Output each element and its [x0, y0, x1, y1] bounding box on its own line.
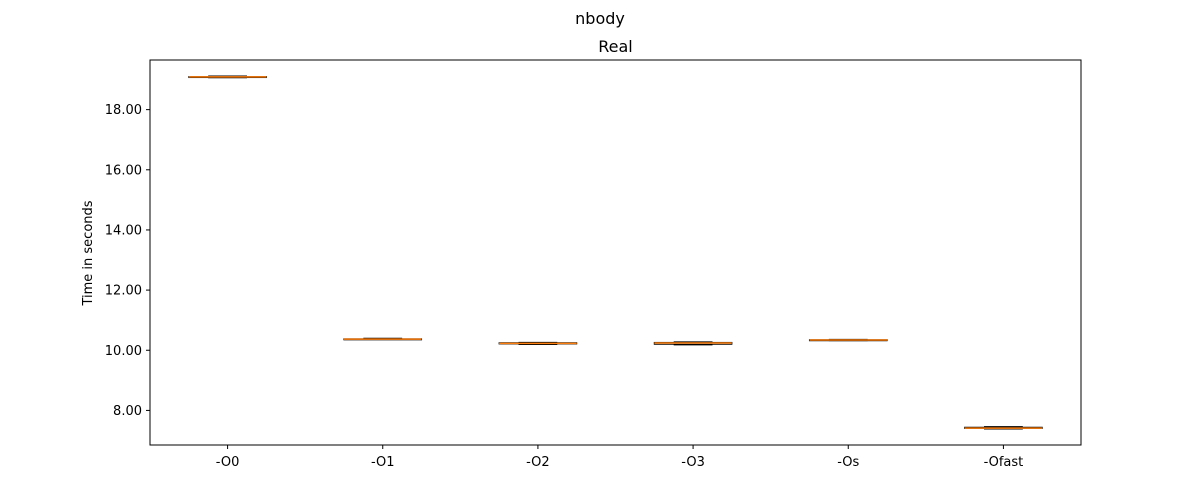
plot-area-frame	[149, 59, 1082, 446]
y-tick-label: 14.00	[105, 223, 142, 238]
x-tick-label: -O3	[681, 455, 705, 470]
y-axis-ticks: 8.00 10.00 12.00 14.00 16.00 18.00	[105, 103, 150, 419]
x-tick-label: -O0	[216, 455, 240, 470]
y-tick-label: 8.00	[113, 404, 142, 419]
box-item	[653, 341, 733, 346]
y-tick-label: 18.00	[105, 103, 142, 118]
box-item	[343, 337, 423, 341]
box-series	[188, 75, 1043, 430]
box-item	[808, 338, 888, 342]
y-tick-label: 10.00	[105, 344, 142, 359]
x-tick-label: -Os	[837, 455, 859, 470]
x-axis-ticks: -O0 -O1 -O2 -O3 -Os -Ofast	[216, 445, 1023, 470]
y-tick-label: 16.00	[105, 163, 142, 178]
figure-suptitle: nbody	[575, 9, 625, 28]
x-tick-label: -O1	[371, 455, 395, 470]
x-tick-label: -O2	[526, 455, 550, 470]
y-tick-label: 12.00	[105, 284, 142, 299]
box-item	[498, 341, 578, 346]
box-item	[964, 426, 1043, 430]
x-tick-label: -Ofast	[984, 455, 1024, 470]
box-item	[188, 75, 267, 79]
y-axis-label: Time in seconds	[81, 200, 96, 306]
chart-title: Real	[598, 37, 633, 56]
